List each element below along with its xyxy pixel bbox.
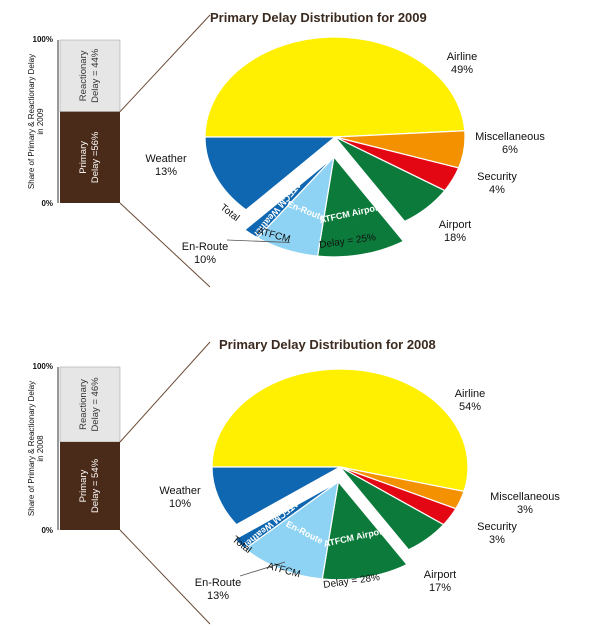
- label-en-route: En-Route 10%: [182, 241, 228, 266]
- pie-slice-atfcm-weather: [233, 481, 339, 550]
- pie-slice-atfcm-weather: [243, 156, 335, 239]
- pie-slice-airport: [334, 136, 446, 223]
- label-airline: Airline 49%: [447, 51, 478, 76]
- label-miscellaneous: Miscellaneous 6%: [475, 131, 545, 156]
- primary-delay-bar: [60, 441, 120, 530]
- label-airport: Airport 17%: [424, 569, 456, 594]
- pie-slice-airline: [211, 368, 469, 493]
- chart-title: Primary Delay Distribution for 2008: [219, 337, 436, 352]
- pie-slice-airport: [339, 466, 445, 551]
- connector-bottom: [119, 529, 211, 625]
- bar-top-tick: 100%: [33, 35, 53, 44]
- bar-bottom-tick: 0%: [41, 199, 53, 208]
- chart-title: Primary Delay Distribution for 2009: [210, 10, 427, 25]
- primary-delay-label: PrimaryDelay = 54%: [78, 458, 101, 513]
- primary-delay-bar: [60, 111, 120, 203]
- label-en-route: En-Route 13%: [195, 577, 241, 602]
- reactionary-delay-label: ReactionaryDelay = 46%: [78, 377, 101, 432]
- connector-top: [119, 341, 211, 443]
- primary-delay-label: PrimaryDelay =56%: [78, 131, 101, 183]
- label-weather: Weather 10%: [159, 485, 201, 510]
- pie-slice-airline: [204, 36, 466, 138]
- leader-en-route: [226, 239, 290, 243]
- label-airport: Airport 18%: [439, 219, 471, 244]
- connector-top: [119, 14, 211, 113]
- bar-axis-label: Share of Primary & Reactionary Delayin 2…: [27, 54, 45, 189]
- label-airline: Airline 54%: [455, 388, 486, 413]
- bar-top-tick: 100%: [33, 362, 53, 371]
- pie-slice-atfcm-airport: [321, 480, 408, 581]
- pie-slice-atfcm-airport: [316, 155, 405, 258]
- label-security: Security 4%: [477, 171, 517, 196]
- reactionary-delay-label: ReactionaryDelay = 44%: [78, 48, 101, 103]
- label-security: Security 3%: [477, 521, 517, 546]
- label-weather: Weather 13%: [145, 153, 187, 178]
- pie-slice-weather: [204, 136, 337, 211]
- pie-slice-en-route: [244, 480, 340, 580]
- bar-axis-label: Share of Primary & Reactionary Delayin 2…: [27, 381, 45, 516]
- panel-2008: Primary Delay Distribution for 2008 100% 0…: [27, 337, 560, 625]
- leader-en-route: [239, 561, 285, 577]
- panel-2009: Primary Delay Distribution for 2009 100% 0…: [27, 10, 545, 288]
- pie-slice-weather: [211, 466, 343, 526]
- bar-bottom-tick: 0%: [41, 526, 53, 535]
- connector-bottom: [119, 202, 211, 288]
- reactionary-delay-bar: [59, 366, 121, 443]
- total-atfcm-word-1: Total: [218, 202, 241, 224]
- label-miscellaneous: Miscellaneous 3%: [490, 491, 560, 516]
